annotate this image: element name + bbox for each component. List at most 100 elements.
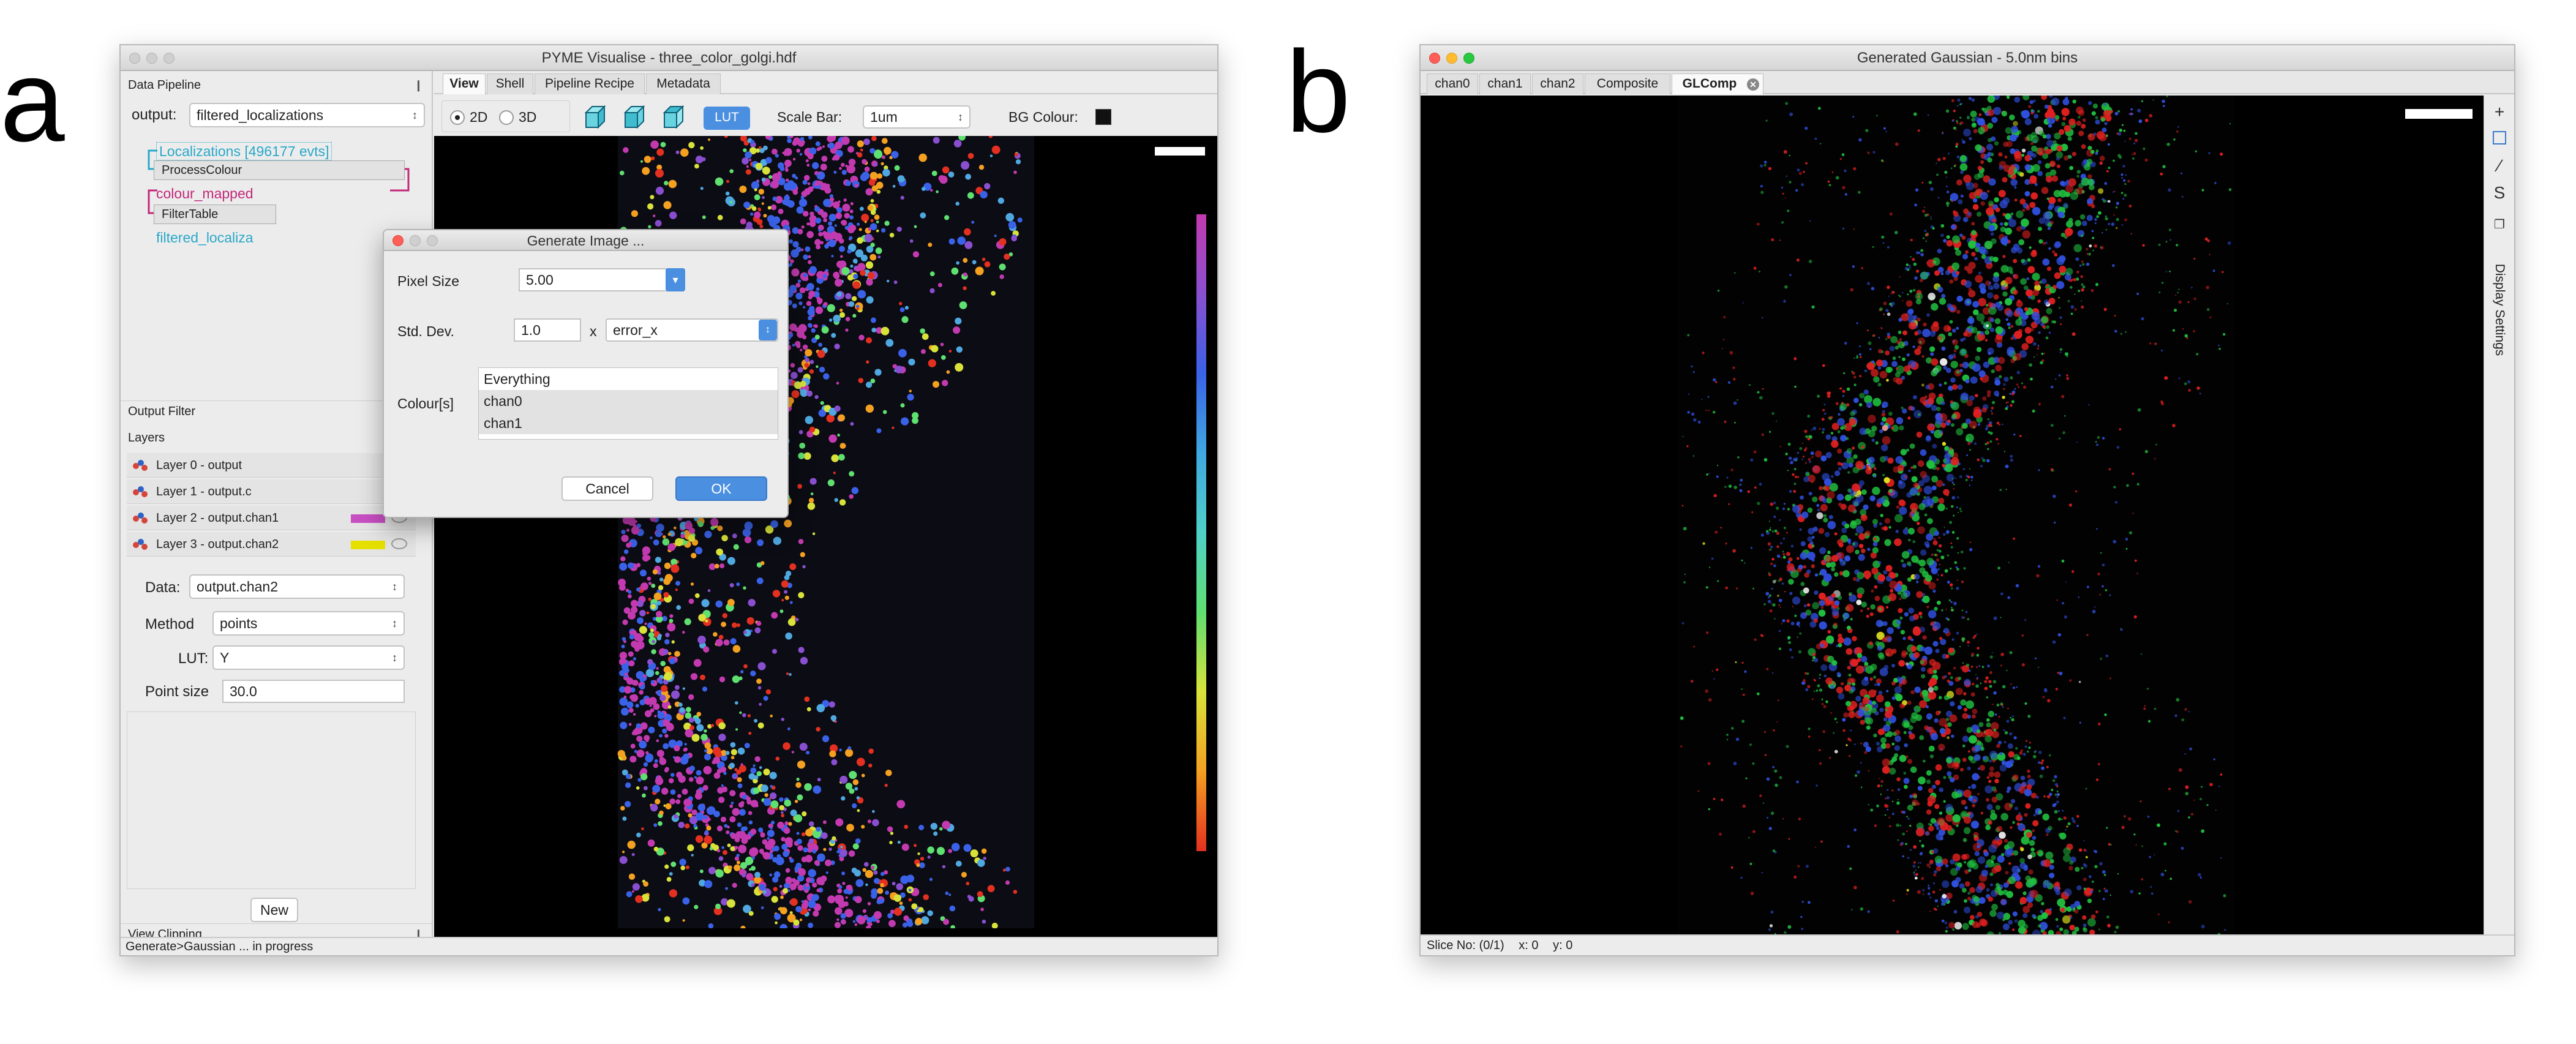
- zoom-window-icon[interactable]: [1463, 53, 1474, 64]
- crosshair-icon[interactable]: +: [2490, 103, 2509, 121]
- settings-page-icon[interactable]: ❐: [2490, 216, 2509, 234]
- tab-view[interactable]: View: [443, 73, 486, 94]
- panel-label-b: b: [1286, 34, 1351, 150]
- window-title: Generated Gaussian - 5.0nm bins: [1857, 50, 2078, 66]
- close-tab-icon[interactable]: ✕: [1747, 78, 1759, 91]
- tab-composite[interactable]: Composite: [1585, 73, 1670, 94]
- tab-pipeline-recipe[interactable]: Pipeline Recipe: [535, 73, 645, 94]
- cancel-button[interactable]: Cancel: [561, 476, 653, 501]
- lut-button[interactable]: LUT: [704, 107, 750, 130]
- tab-chan1[interactable]: chan1: [1479, 73, 1531, 94]
- zoom-window-icon[interactable]: [163, 53, 175, 64]
- tab-glcomp[interactable]: GLComp ✕: [1672, 73, 1763, 94]
- updown-chevron-icon[interactable]: ↕: [759, 320, 777, 340]
- times-label: x: [590, 323, 597, 340]
- pipeline-node-colour-mapped[interactable]: colour_mapped: [156, 185, 253, 202]
- dialog-title-bar[interactable]: Generate Image ...: [384, 230, 787, 251]
- tab-metadata[interactable]: Metadata: [646, 73, 721, 94]
- window-title-bar[interactable]: Generated Gaussian - 5.0nm bins: [1421, 45, 2514, 71]
- lut-select[interactable]: Y ↕: [212, 645, 405, 670]
- traffic-lights: [129, 53, 175, 64]
- layer-row-1[interactable]: Layer 1 - output.c: [127, 479, 416, 504]
- lut-label: LUT:: [178, 650, 208, 667]
- colours-list[interactable]: Everything chan0 chan1: [478, 367, 778, 440]
- std-dev-source-value: error_x: [613, 322, 658, 338]
- view-side-icon[interactable]: [620, 103, 650, 132]
- close-dialog-icon[interactable]: [392, 235, 404, 246]
- minimize-window-icon[interactable]: [146, 53, 157, 64]
- lut-colour-bar: [1196, 214, 1206, 851]
- view-top-icon[interactable]: [659, 103, 689, 132]
- minimize-window-icon[interactable]: [1446, 53, 1457, 64]
- std-dev-input[interactable]: 1.0: [514, 318, 581, 342]
- line-tool-icon[interactable]: ∕: [2490, 157, 2509, 175]
- layer-label: Layer 3 - output.chan2: [156, 538, 279, 551]
- std-dev-source-select[interactable]: error_x: [606, 318, 778, 342]
- display-settings-label: Display Settings: [2492, 264, 2507, 356]
- tab-glcomp-label: GLComp: [1683, 77, 1737, 91]
- list-item[interactable]: chan0: [479, 390, 778, 412]
- data-label: Data:: [145, 579, 180, 596]
- pipeline-module-processcolour[interactable]: ProcessColour: [154, 160, 405, 180]
- layer-properties-panel: [127, 712, 416, 889]
- zoom-dialog-icon[interactable]: [427, 235, 438, 246]
- layer-icon: [133, 460, 149, 472]
- bg-colour-swatch[interactable]: [1095, 109, 1111, 125]
- radio-3d[interactable]: [499, 110, 514, 125]
- layer-icon: [133, 539, 149, 551]
- pixel-size-combo[interactable]: 5.00: [519, 268, 684, 291]
- method-value: points: [220, 615, 257, 631]
- generate-image-dialog: Generate Image ... Pixel Size 5.00 ▾ Std…: [383, 229, 789, 518]
- curve-tool-icon[interactable]: S: [2490, 184, 2509, 202]
- layer-row-2[interactable]: Layer 2 - output.chan1: [127, 506, 416, 530]
- image-canvas[interactable]: [1421, 96, 2484, 934]
- layer-colour-swatch: [351, 541, 385, 549]
- std-dev-label: Std. Dev.: [397, 323, 454, 340]
- dialog-traffic-lights: [392, 235, 438, 246]
- updown-chevron-icon: ↕: [958, 107, 963, 127]
- layer-data-select[interactable]: output.chan2 ↕: [189, 574, 405, 599]
- minimize-dialog-icon[interactable]: [410, 235, 421, 246]
- method-select[interactable]: points ↕: [212, 611, 405, 636]
- list-item[interactable]: Everything: [479, 368, 778, 390]
- new-layer-button[interactable]: New: [250, 898, 298, 922]
- visibility-eye-icon[interactable]: [391, 538, 407, 549]
- point-size-input[interactable]: 30.0: [222, 680, 405, 703]
- radio-2d[interactable]: [450, 110, 465, 125]
- y-readout: y: 0: [1553, 939, 1572, 952]
- tab-chan0[interactable]: chan0: [1427, 73, 1478, 94]
- close-window-icon[interactable]: [1429, 53, 1440, 64]
- close-window-icon[interactable]: [129, 53, 140, 64]
- radio-3d-label: 3D: [519, 109, 536, 126]
- layer-row-3[interactable]: Layer 3 - output.chan2: [127, 532, 416, 557]
- filtertable-label: FilterTable: [162, 208, 218, 221]
- pipeline-node-localizations[interactable]: Localizations [496177 evts]: [156, 142, 332, 160]
- method-label: Method: [145, 616, 194, 633]
- ok-button[interactable]: OK: [675, 476, 767, 501]
- dialog-title: Generate Image ...: [527, 233, 645, 249]
- bg-colour-label: BG Colour:: [1008, 109, 1078, 126]
- display-settings-tab[interactable]: Display Settings: [2489, 236, 2510, 383]
- view-front-icon[interactable]: [581, 103, 610, 132]
- view-tabs: View Shell Pipeline Recipe Metadata: [434, 71, 1217, 94]
- slice-readout: Slice No: (0/1): [1427, 939, 1504, 952]
- radio-2d-label: 2D: [470, 109, 487, 126]
- updown-chevron-icon: ↕: [392, 612, 397, 634]
- tab-chan2[interactable]: chan2: [1532, 73, 1583, 94]
- point-size-label: Point size: [145, 683, 209, 700]
- rectangle-select-icon[interactable]: [2490, 130, 2509, 148]
- processcolour-label: ProcessColour: [162, 163, 242, 177]
- tab-shell[interactable]: Shell: [487, 73, 533, 94]
- window-title-bar[interactable]: PYME Visualise - three_color_golgi.hdf: [121, 45, 1217, 71]
- chevron-down-icon[interactable]: ▾: [666, 268, 685, 291]
- colours-label: Colour[s]: [397, 396, 454, 412]
- scale-bar-select[interactable]: 1um ↕: [863, 105, 971, 129]
- gaussian-render: [1421, 96, 2484, 934]
- scale-bar-value: 1um: [870, 109, 898, 125]
- list-item[interactable]: chan1: [479, 412, 778, 434]
- layer-row-0[interactable]: Layer 0 - output: [127, 453, 416, 478]
- pipeline-module-filtertable[interactable]: FilterTable: [154, 205, 276, 224]
- panel-label-a: a: [0, 43, 65, 159]
- pixel-size-value: 5.00: [526, 272, 554, 288]
- pipeline-node-filtered[interactable]: filtered_localiza: [156, 229, 253, 246]
